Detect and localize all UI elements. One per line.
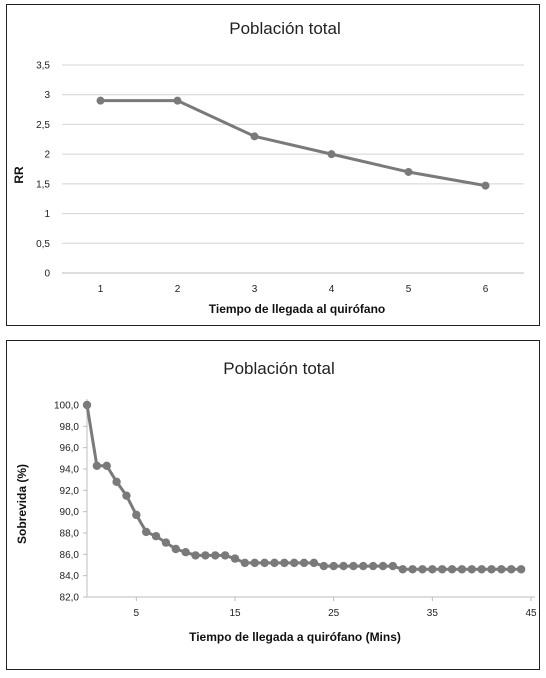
y-tick-label: 82,0: [60, 593, 80, 604]
x-tick-label: 3: [252, 284, 258, 295]
data-point: [250, 132, 259, 141]
chart-title: Población total: [229, 19, 341, 38]
data-point: [230, 554, 240, 563]
x-tick-label: 45: [525, 608, 537, 619]
data-point: [96, 96, 105, 105]
data-point: [404, 167, 413, 176]
x-tick-label: 15: [229, 608, 241, 619]
data-point: [211, 551, 220, 560]
data-point: [240, 558, 250, 568]
y-tick-label: 86,0: [60, 550, 80, 561]
data-point: [309, 558, 319, 568]
x-tick-label: 25: [328, 608, 340, 619]
y-axis-label: RR: [12, 166, 26, 184]
data-point: [467, 565, 476, 574]
data-point: [280, 558, 289, 568]
data-point: [477, 565, 486, 574]
data-point: [516, 565, 526, 574]
data-point: [339, 561, 348, 571]
x-tick-label: 6: [483, 284, 489, 295]
data-point: [457, 565, 467, 574]
data-point: [327, 150, 336, 159]
data-point: [191, 551, 200, 560]
y-tick-label: 100,0: [54, 401, 79, 412]
data-point: [290, 558, 299, 568]
data-point: [122, 491, 131, 500]
y-tick-label: 3: [44, 90, 50, 101]
data-point: [171, 544, 180, 554]
data-point: [270, 558, 279, 568]
data-point: [102, 461, 111, 470]
data-point: [250, 558, 259, 568]
data-point: [92, 461, 102, 470]
data-point: [329, 561, 338, 571]
data-point: [299, 558, 309, 568]
x-tick-label: 2: [175, 284, 181, 295]
y-tick-label: 1,5: [36, 179, 50, 190]
chart-title: Población total: [223, 359, 335, 378]
survival-chart-svg: Población total 100,0 98,0 96,0 94,0 92,0 90,…: [15, 359, 537, 644]
data-point: [487, 565, 496, 574]
data-point: [173, 96, 182, 105]
x-tick-label: 35: [427, 608, 439, 619]
y-tick-label: 90,0: [60, 507, 80, 518]
x-tick-label: 4: [329, 284, 335, 295]
x-tick-label: 1: [98, 284, 104, 295]
y-axis-label: Sobrevida (%): [15, 464, 29, 544]
chart-panel-survival: Población total 100,0 98,0 96,0 94,0 92,0 90,…: [6, 340, 540, 670]
data-point: [481, 181, 490, 190]
data-point: [418, 565, 427, 574]
data-point: [359, 561, 368, 571]
x-tick-label: 5: [406, 284, 412, 295]
data-point: [161, 538, 171, 547]
series-line: [100, 99, 486, 188]
x-tick-label: 5: [134, 608, 140, 619]
data-point: [447, 565, 457, 574]
data-point: [388, 561, 398, 571]
data-point: [260, 558, 269, 568]
y-tick-label: 1: [44, 209, 50, 220]
x-axis-label: Tiempo de llegada al quirófano: [209, 302, 385, 316]
y-tick-label: 2,5: [36, 120, 50, 131]
y-tick-label: 98,0: [60, 422, 80, 433]
data-point: [378, 561, 388, 571]
data-point: [349, 561, 358, 571]
data-point: [408, 565, 417, 574]
y-tick-label: 96,0: [60, 443, 80, 454]
data-point: [132, 510, 141, 520]
y-tick-label: 88,0: [60, 529, 80, 540]
y-tick-label: 92,0: [60, 486, 80, 497]
data-point: [507, 565, 516, 574]
y-tick-label: 84,0: [60, 571, 80, 582]
data-point: [82, 400, 92, 410]
x-axis-label: Tiempo de llegada a quirófano (Mins): [189, 630, 401, 644]
data-point: [368, 561, 378, 571]
data-point: [201, 551, 210, 560]
series-line: [85, 404, 522, 571]
y-tick-label: 0,5: [36, 239, 50, 250]
data-point: [319, 561, 328, 571]
y-tick-label: 3,5: [36, 61, 50, 72]
y-tick-label: 2: [44, 150, 50, 161]
data-point: [151, 532, 161, 541]
data-point: [181, 548, 190, 557]
data-point: [497, 565, 506, 574]
data-point: [220, 551, 230, 560]
data-point: [398, 565, 407, 574]
data-point: [428, 565, 437, 574]
data-point: [142, 527, 151, 537]
y-tick-label: 94,0: [60, 465, 80, 476]
data-point: [112, 477, 121, 486]
data-point: [438, 565, 447, 574]
y-tick-label: 0: [44, 269, 50, 280]
